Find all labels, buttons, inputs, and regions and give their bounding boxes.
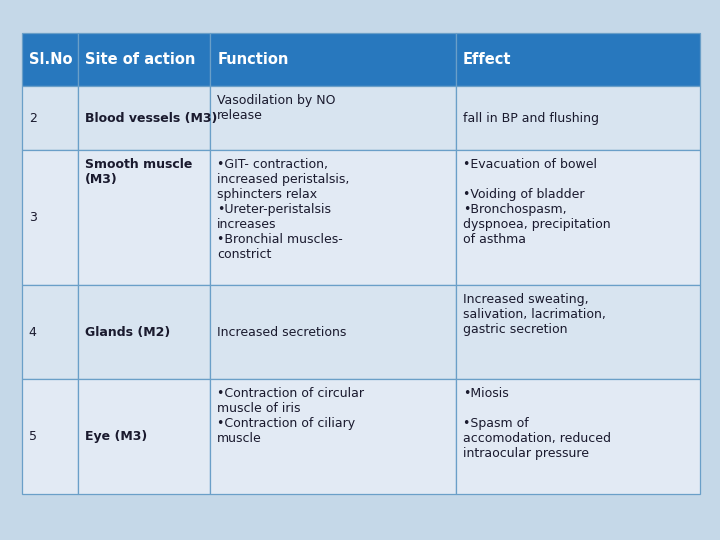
- Bar: [78, 379, 210, 494]
- Text: 5: 5: [29, 430, 37, 443]
- Text: 2: 2: [29, 112, 37, 125]
- Text: Sl.No: Sl.No: [29, 52, 72, 67]
- Bar: [22, 86, 78, 150]
- Text: •GIT- contraction,
increased peristalsis,
sphincters relax
•Ureter-peristalsis
i: •GIT- contraction, increased peristalsis…: [217, 158, 350, 261]
- Text: •Evacuation of bowel

•Voiding of bladder
•Bronchospasm,
dyspnoea, precipitation: •Evacuation of bowel •Voiding of bladder…: [463, 158, 611, 246]
- Text: Increased secretions: Increased secretions: [217, 326, 347, 339]
- Text: •Contraction of circular
muscle of iris
•Contraction of ciliary
muscle: •Contraction of circular muscle of iris …: [217, 387, 364, 444]
- Text: •Miosis

•Spasm of
accomodation, reduced
intraocular pressure: •Miosis •Spasm of accomodation, reduced …: [463, 387, 611, 460]
- Text: Smooth muscle
(M3): Smooth muscle (M3): [85, 158, 192, 186]
- Bar: [78, 150, 210, 285]
- Bar: [210, 150, 456, 285]
- Bar: [456, 86, 700, 150]
- Text: 3: 3: [29, 211, 37, 224]
- Bar: [456, 150, 700, 285]
- Bar: [456, 285, 700, 379]
- Bar: [210, 86, 456, 150]
- Text: Glands (M2): Glands (M2): [85, 326, 171, 339]
- Bar: [78, 33, 210, 86]
- Text: Blood vessels (M3): Blood vessels (M3): [85, 112, 217, 125]
- Bar: [456, 33, 700, 86]
- Bar: [210, 33, 456, 86]
- Text: Function: Function: [217, 52, 289, 67]
- Bar: [210, 379, 456, 494]
- Bar: [22, 150, 78, 285]
- Bar: [78, 86, 210, 150]
- Bar: [22, 379, 78, 494]
- Text: fall in BP and flushing: fall in BP and flushing: [463, 112, 599, 125]
- Text: Effect: Effect: [463, 52, 511, 67]
- Text: Eye (M3): Eye (M3): [85, 430, 148, 443]
- Bar: [22, 33, 78, 86]
- Bar: [210, 285, 456, 379]
- Text: 4: 4: [29, 326, 37, 339]
- Text: Vasodilation by NO
release: Vasodilation by NO release: [217, 93, 336, 122]
- Bar: [456, 379, 700, 494]
- Text: Increased sweating,
salivation, lacrimation,
gastric secretion: Increased sweating, salivation, lacrimat…: [463, 293, 606, 336]
- Bar: [22, 285, 78, 379]
- Text: Site of action: Site of action: [85, 52, 195, 67]
- Bar: [78, 285, 210, 379]
